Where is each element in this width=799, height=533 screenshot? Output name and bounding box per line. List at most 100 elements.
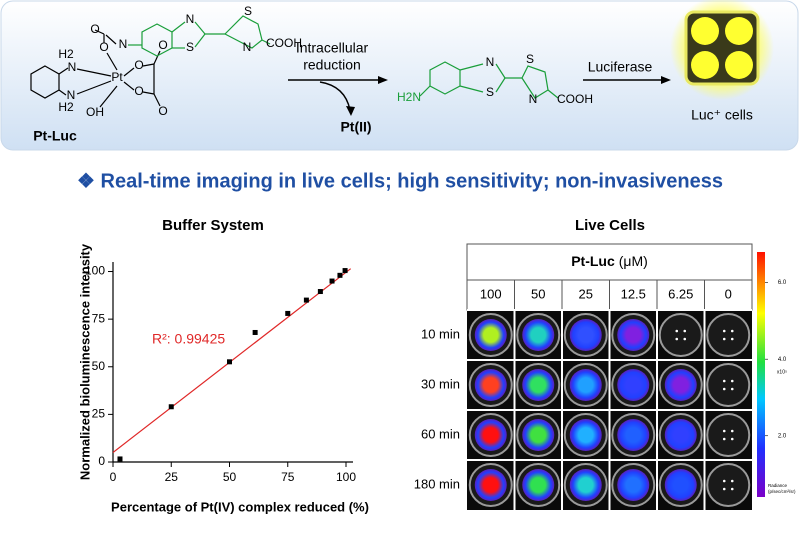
unit: (μM) <box>619 253 648 269</box>
column-label: 6.25 <box>668 286 693 301</box>
well-signal <box>569 419 602 451</box>
headline: ❖ Real-time imaging in live cells; high … <box>77 170 723 192</box>
well-signal <box>474 469 507 501</box>
well-signal <box>617 319 650 351</box>
data-point <box>117 456 123 462</box>
atom-label: COOH <box>266 36 302 50</box>
well-marker <box>722 379 726 383</box>
atom-label: H2 <box>58 100 74 114</box>
well-marker <box>730 337 734 341</box>
well-marker <box>722 479 726 483</box>
header-cell <box>466 279 515 311</box>
well-marker <box>722 437 726 441</box>
well-signal <box>474 369 507 401</box>
well-marker <box>730 437 734 441</box>
well-signal <box>474 319 507 351</box>
column-label: 50 <box>531 286 545 301</box>
well-marker <box>730 329 734 333</box>
data-point <box>168 404 174 410</box>
compound: Pt-Luc <box>571 253 615 269</box>
y-tick-label: 25 <box>92 407 106 421</box>
column-label: 25 <box>579 286 593 301</box>
well <box>706 313 751 357</box>
y-tick-label: 100 <box>85 264 105 278</box>
row-label: 30 min <box>421 376 460 391</box>
column-label: 0 <box>725 286 732 301</box>
well-marker <box>683 337 687 341</box>
well <box>658 313 703 357</box>
atom-label: N <box>486 55 495 69</box>
atom-label: N <box>68 60 77 74</box>
data-point <box>337 272 343 278</box>
scheme-panel <box>0 0 799 151</box>
x-tick-label: 75 <box>281 470 295 484</box>
atom-label: O <box>134 58 143 72</box>
well-signal <box>569 319 602 351</box>
atom-label: S <box>526 52 534 66</box>
well-signal <box>664 369 697 401</box>
colorbar-label: (p/sec/cm²/sr) <box>768 489 796 494</box>
atom-label: O <box>158 38 167 52</box>
well-marker <box>730 387 734 391</box>
well-signal <box>617 419 650 451</box>
byproduct-label: Pt(II) <box>340 119 371 135</box>
header-cell <box>514 279 563 311</box>
atom-label: Pt <box>111 70 123 84</box>
colorbar-tick-label: 4.0 <box>778 357 787 363</box>
well-signal <box>522 369 555 401</box>
chart-title: Buffer System <box>162 217 264 234</box>
atom-label: OH <box>86 105 104 119</box>
data-point <box>227 359 233 365</box>
y-tick-label: 75 <box>92 311 106 325</box>
well-signal <box>617 369 650 401</box>
well-marker <box>675 329 679 333</box>
data-point <box>342 268 348 274</box>
row-label: 60 min <box>421 426 460 441</box>
colorbar-unit: x10⁵ <box>777 369 787 375</box>
step-label: reduction <box>303 57 361 73</box>
data-point <box>252 329 258 335</box>
structures <box>30 0 774 116</box>
well-marker <box>722 329 726 333</box>
well-signal <box>474 419 507 451</box>
atom-label: N <box>67 88 76 102</box>
well-signal <box>664 469 697 501</box>
x-tick-label: 0 <box>110 470 117 484</box>
well-signal <box>522 469 555 501</box>
x-tick-label: 50 <box>223 470 237 484</box>
well-signal <box>617 469 650 501</box>
well-marker <box>675 337 679 341</box>
data-point <box>317 289 323 295</box>
well-marker <box>722 337 726 341</box>
atom-label: S <box>244 4 252 18</box>
step-label: Luciferase <box>588 59 653 75</box>
well-signal <box>569 369 602 401</box>
atom-label: COOH <box>557 92 593 106</box>
atom-label: N <box>186 12 195 26</box>
well-marker <box>730 429 734 433</box>
colorbar-label: Radiance <box>768 483 788 488</box>
x-axis-label: Percentage of Pt(IV) complex reduced (%) <box>111 499 369 514</box>
well-marker <box>722 487 726 491</box>
atom-label: O <box>99 40 108 54</box>
atom-label: H2N <box>397 90 421 104</box>
well <box>706 363 751 407</box>
data-point <box>285 310 291 316</box>
well-signal <box>522 319 555 351</box>
y-tick-label: 0 <box>98 454 105 468</box>
data-point <box>303 297 309 303</box>
column-label: 12.5 <box>621 286 646 301</box>
well <box>706 413 751 457</box>
atom-label: N <box>119 37 128 51</box>
x-tick-label: 25 <box>165 470 179 484</box>
atom-label: H2 <box>58 47 74 61</box>
row-label: 180 min <box>414 476 460 491</box>
well-signal <box>522 419 555 451</box>
well-marker <box>722 429 726 433</box>
cells-label: Luc⁺ cells <box>691 107 753 123</box>
well-marker <box>730 479 734 483</box>
colorbar-tick-label: 6.0 <box>778 280 787 286</box>
atom-label: N <box>529 92 538 106</box>
step-label: Intracellular <box>296 40 369 56</box>
